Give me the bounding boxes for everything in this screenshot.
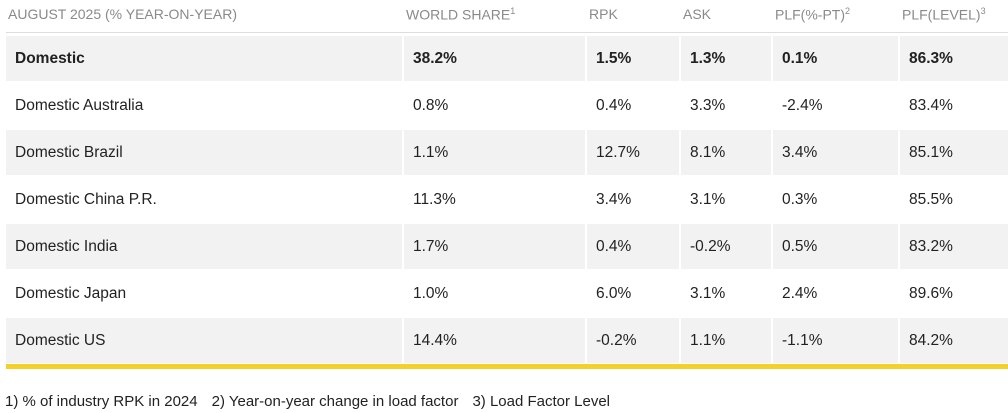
table-cell: Domestic [6,36,402,81]
table-cell: 1.0% [413,285,449,302]
table-cell: 3.4% [596,191,632,208]
column-header: RPK [589,6,618,22]
header-rule [6,32,1008,33]
table-cell: 3.1% [690,285,726,302]
table-cell: 86.3% [900,36,1008,81]
table-cell: 3.4% [773,130,898,175]
table-cell: 38.2% [404,36,585,81]
table-cell: 0.4% [596,97,632,114]
header-text: PLF(LEVEL) [902,6,981,23]
table-cell: 3.1% [690,191,726,208]
column-header: PLF(%-PT)2 [775,6,850,23]
table-cell: 85.5% [909,191,953,208]
table-cell: 85.1% [900,130,1008,175]
table-cell: Domestic Brazil [6,130,402,175]
footnote: 1) % of industry RPK in 2024 [5,393,198,410]
footnote-ref: 3 [980,6,986,16]
table-cell: 1.5% [587,36,679,81]
column-header: AUGUST 2025 (% YEAR-ON-YEAR) [8,6,237,22]
header-text: PLF(%-PT) [775,6,845,23]
column-header: WORLD SHARE1 [406,6,515,23]
table-cell: 84.2% [900,318,1008,363]
table-cell: 11.3% [413,191,456,208]
table-cell: 3.3% [690,97,726,114]
footnote-ref: 2 [845,6,851,16]
table-cell: 0.5% [773,224,898,269]
table-cell: 0.4% [587,224,679,269]
table-cell: Domestic Japan [15,285,127,302]
column-header: ASK [683,6,711,22]
footnote: 2) Year-on-year change in load factor [211,393,459,410]
footnotes: 1) % of industry RPK in 2024 2) Year-on-y… [5,393,624,410]
table-cell: 1.7% [404,224,585,269]
table-cell: 83.4% [909,97,953,114]
table-cell: -1.1% [773,318,898,363]
table-cell: 6.0% [596,285,632,302]
table-cell: 0.3% [782,191,818,208]
header-text: AUGUST 2025 (% YEAR-ON-YEAR) [8,6,237,22]
table-cell: 8.1% [681,130,771,175]
header-text: WORLD SHARE [406,6,511,23]
table-cell: Domestic India [6,224,402,269]
table-cell: 83.2% [900,224,1008,269]
table-cell: 1.1% [681,318,771,363]
table-cell: Domestic Australia [15,97,144,114]
table-cell: 1.3% [681,36,771,81]
table-cell: 14.4% [404,318,585,363]
table-cell: 89.6% [909,285,953,302]
header-text: ASK [683,6,712,22]
table-cell: 2.4% [782,285,818,302]
table-rule [6,364,1008,369]
header-text: RPK [589,6,618,22]
table-cell: Domestic US [6,318,402,363]
table-cell: 1.1% [404,130,585,175]
table-cell: 12.7% [587,130,679,175]
table-cell: Domestic China P.R. [15,191,157,208]
footnote: 3) Load Factor Level [472,393,611,410]
table-cell: -2.4% [782,97,823,114]
table-cell: -0.2% [681,224,771,269]
column-header: PLF(LEVEL)3 [902,6,986,23]
table-cell: 0.8% [413,97,449,114]
table-cell: 0.1% [773,36,898,81]
footnote-ref: 1 [510,6,516,16]
table-cell: -0.2% [587,318,679,363]
